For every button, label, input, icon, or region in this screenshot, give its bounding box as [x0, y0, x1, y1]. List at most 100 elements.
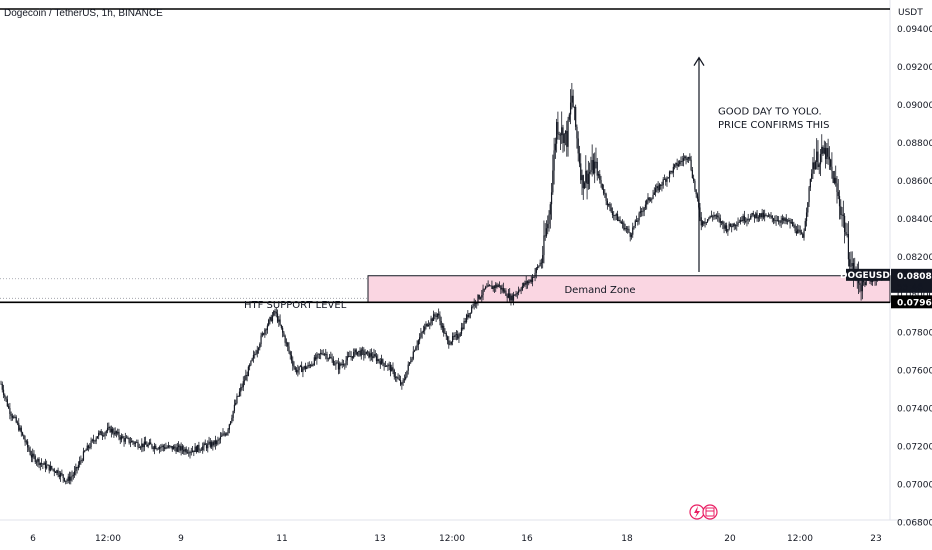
- candle-body: [198, 444, 200, 450]
- candle-body: [13, 416, 15, 418]
- candle-body: [86, 445, 88, 451]
- candle-body: [358, 350, 360, 352]
- candle-body: [133, 442, 135, 444]
- demand-zone-rect[interactable]: [367, 275, 891, 303]
- candle-body: [614, 215, 616, 216]
- candle-body: [732, 223, 734, 228]
- candle-body: [850, 266, 852, 267]
- candle-body: [174, 446, 176, 449]
- candle-body: [629, 232, 631, 237]
- candle-body: [490, 285, 492, 287]
- candle-body: [793, 225, 795, 227]
- candle-body: [303, 366, 305, 369]
- candle-body: [842, 214, 844, 216]
- candle-body: [361, 349, 364, 351]
- candle-body: [473, 301, 475, 306]
- candle-body: [608, 203, 610, 206]
- candle-body: [52, 468, 54, 470]
- candle-body: [637, 220, 639, 222]
- candle-body: [256, 350, 258, 354]
- candle-body: [851, 263, 853, 267]
- price-tick-label: 0.09200: [897, 63, 932, 73]
- candle-body: [864, 282, 866, 286]
- candle-body: [538, 265, 540, 267]
- candle-body: [49, 465, 52, 471]
- candle-body: [110, 428, 112, 433]
- candle-body: [415, 347, 417, 351]
- candle-body: [720, 221, 723, 223]
- candle-body: [840, 206, 842, 216]
- candle-body: [469, 312, 471, 314]
- candle-body: [323, 353, 326, 355]
- candle-body: [497, 285, 499, 287]
- candle-body: [369, 353, 371, 358]
- candle-body: [171, 446, 173, 450]
- candle-body: [487, 285, 489, 287]
- price-tick-label: 0.09400: [897, 25, 932, 35]
- candle-body: [106, 427, 109, 432]
- candle-body: [537, 266, 539, 269]
- calendar-icon[interactable]: [702, 504, 718, 520]
- candle-body: [681, 161, 683, 162]
- candle-body: [302, 368, 304, 372]
- candle-body: [392, 367, 394, 371]
- candle-body: [270, 317, 272, 322]
- candle-body: [817, 151, 819, 168]
- candle-body: [556, 122, 558, 144]
- candle-body: [606, 200, 608, 206]
- candle-body: [734, 225, 737, 227]
- candle-body: [492, 286, 494, 290]
- candle-body: [276, 313, 279, 322]
- candle-body: [260, 335, 262, 345]
- candle-body: [232, 411, 234, 418]
- candle-body: [230, 421, 232, 425]
- candle-body: [73, 471, 76, 475]
- candle-body: [435, 316, 437, 317]
- candle-body: [224, 434, 227, 436]
- candle-body: [186, 452, 189, 454]
- candle-body: [156, 448, 158, 450]
- candle-body: [460, 327, 463, 334]
- candle-body: [200, 449, 203, 451]
- candle-body: [216, 440, 218, 445]
- candle-body: [616, 214, 619, 221]
- candle-body: [247, 366, 249, 376]
- candle-body: [671, 171, 673, 173]
- candle-body: [757, 217, 759, 219]
- candle-body: [273, 311, 275, 316]
- candle-body: [610, 207, 612, 212]
- candle-body: [412, 351, 414, 359]
- lightning-icon[interactable]: [689, 504, 705, 520]
- candle-body: [600, 180, 602, 184]
- candle-body: [398, 378, 400, 381]
- candle-body: [14, 416, 16, 418]
- time-tick-label: 16: [521, 534, 533, 544]
- candle-body: [285, 342, 288, 344]
- candle-body: [837, 191, 839, 197]
- candle-body: [727, 229, 729, 232]
- candle-body: [56, 470, 58, 474]
- candle-body: [1, 383, 3, 390]
- candle-body: [643, 207, 645, 212]
- candle-body: [292, 360, 294, 366]
- candle-body: [690, 159, 692, 171]
- candle-body: [61, 473, 63, 475]
- candle-body: [708, 218, 710, 220]
- candle-body: [120, 436, 123, 440]
- candle-body: [775, 220, 777, 222]
- candle-body: [533, 277, 535, 278]
- plot-area[interactable]: [0, 0, 890, 520]
- candle-body: [788, 220, 790, 221]
- candle-body: [15, 417, 17, 423]
- candle-body: [539, 262, 541, 266]
- candle-body: [191, 450, 194, 453]
- candle-body: [615, 214, 617, 216]
- up-arrow-icon: [693, 56, 705, 66]
- time-tick-label: 23: [870, 534, 881, 544]
- candle-body: [283, 332, 285, 337]
- price-tick-label: 0.08800: [897, 139, 932, 149]
- candle-body: [183, 449, 185, 452]
- candle-body: [592, 160, 595, 174]
- candle-body: [160, 446, 162, 448]
